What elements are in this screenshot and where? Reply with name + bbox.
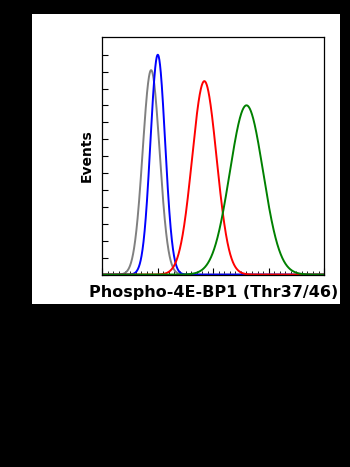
Y-axis label: Events: Events [79,129,93,182]
X-axis label: Phospho-4E-BP1 (Thr37/46): Phospho-4E-BP1 (Thr37/46) [89,285,338,300]
